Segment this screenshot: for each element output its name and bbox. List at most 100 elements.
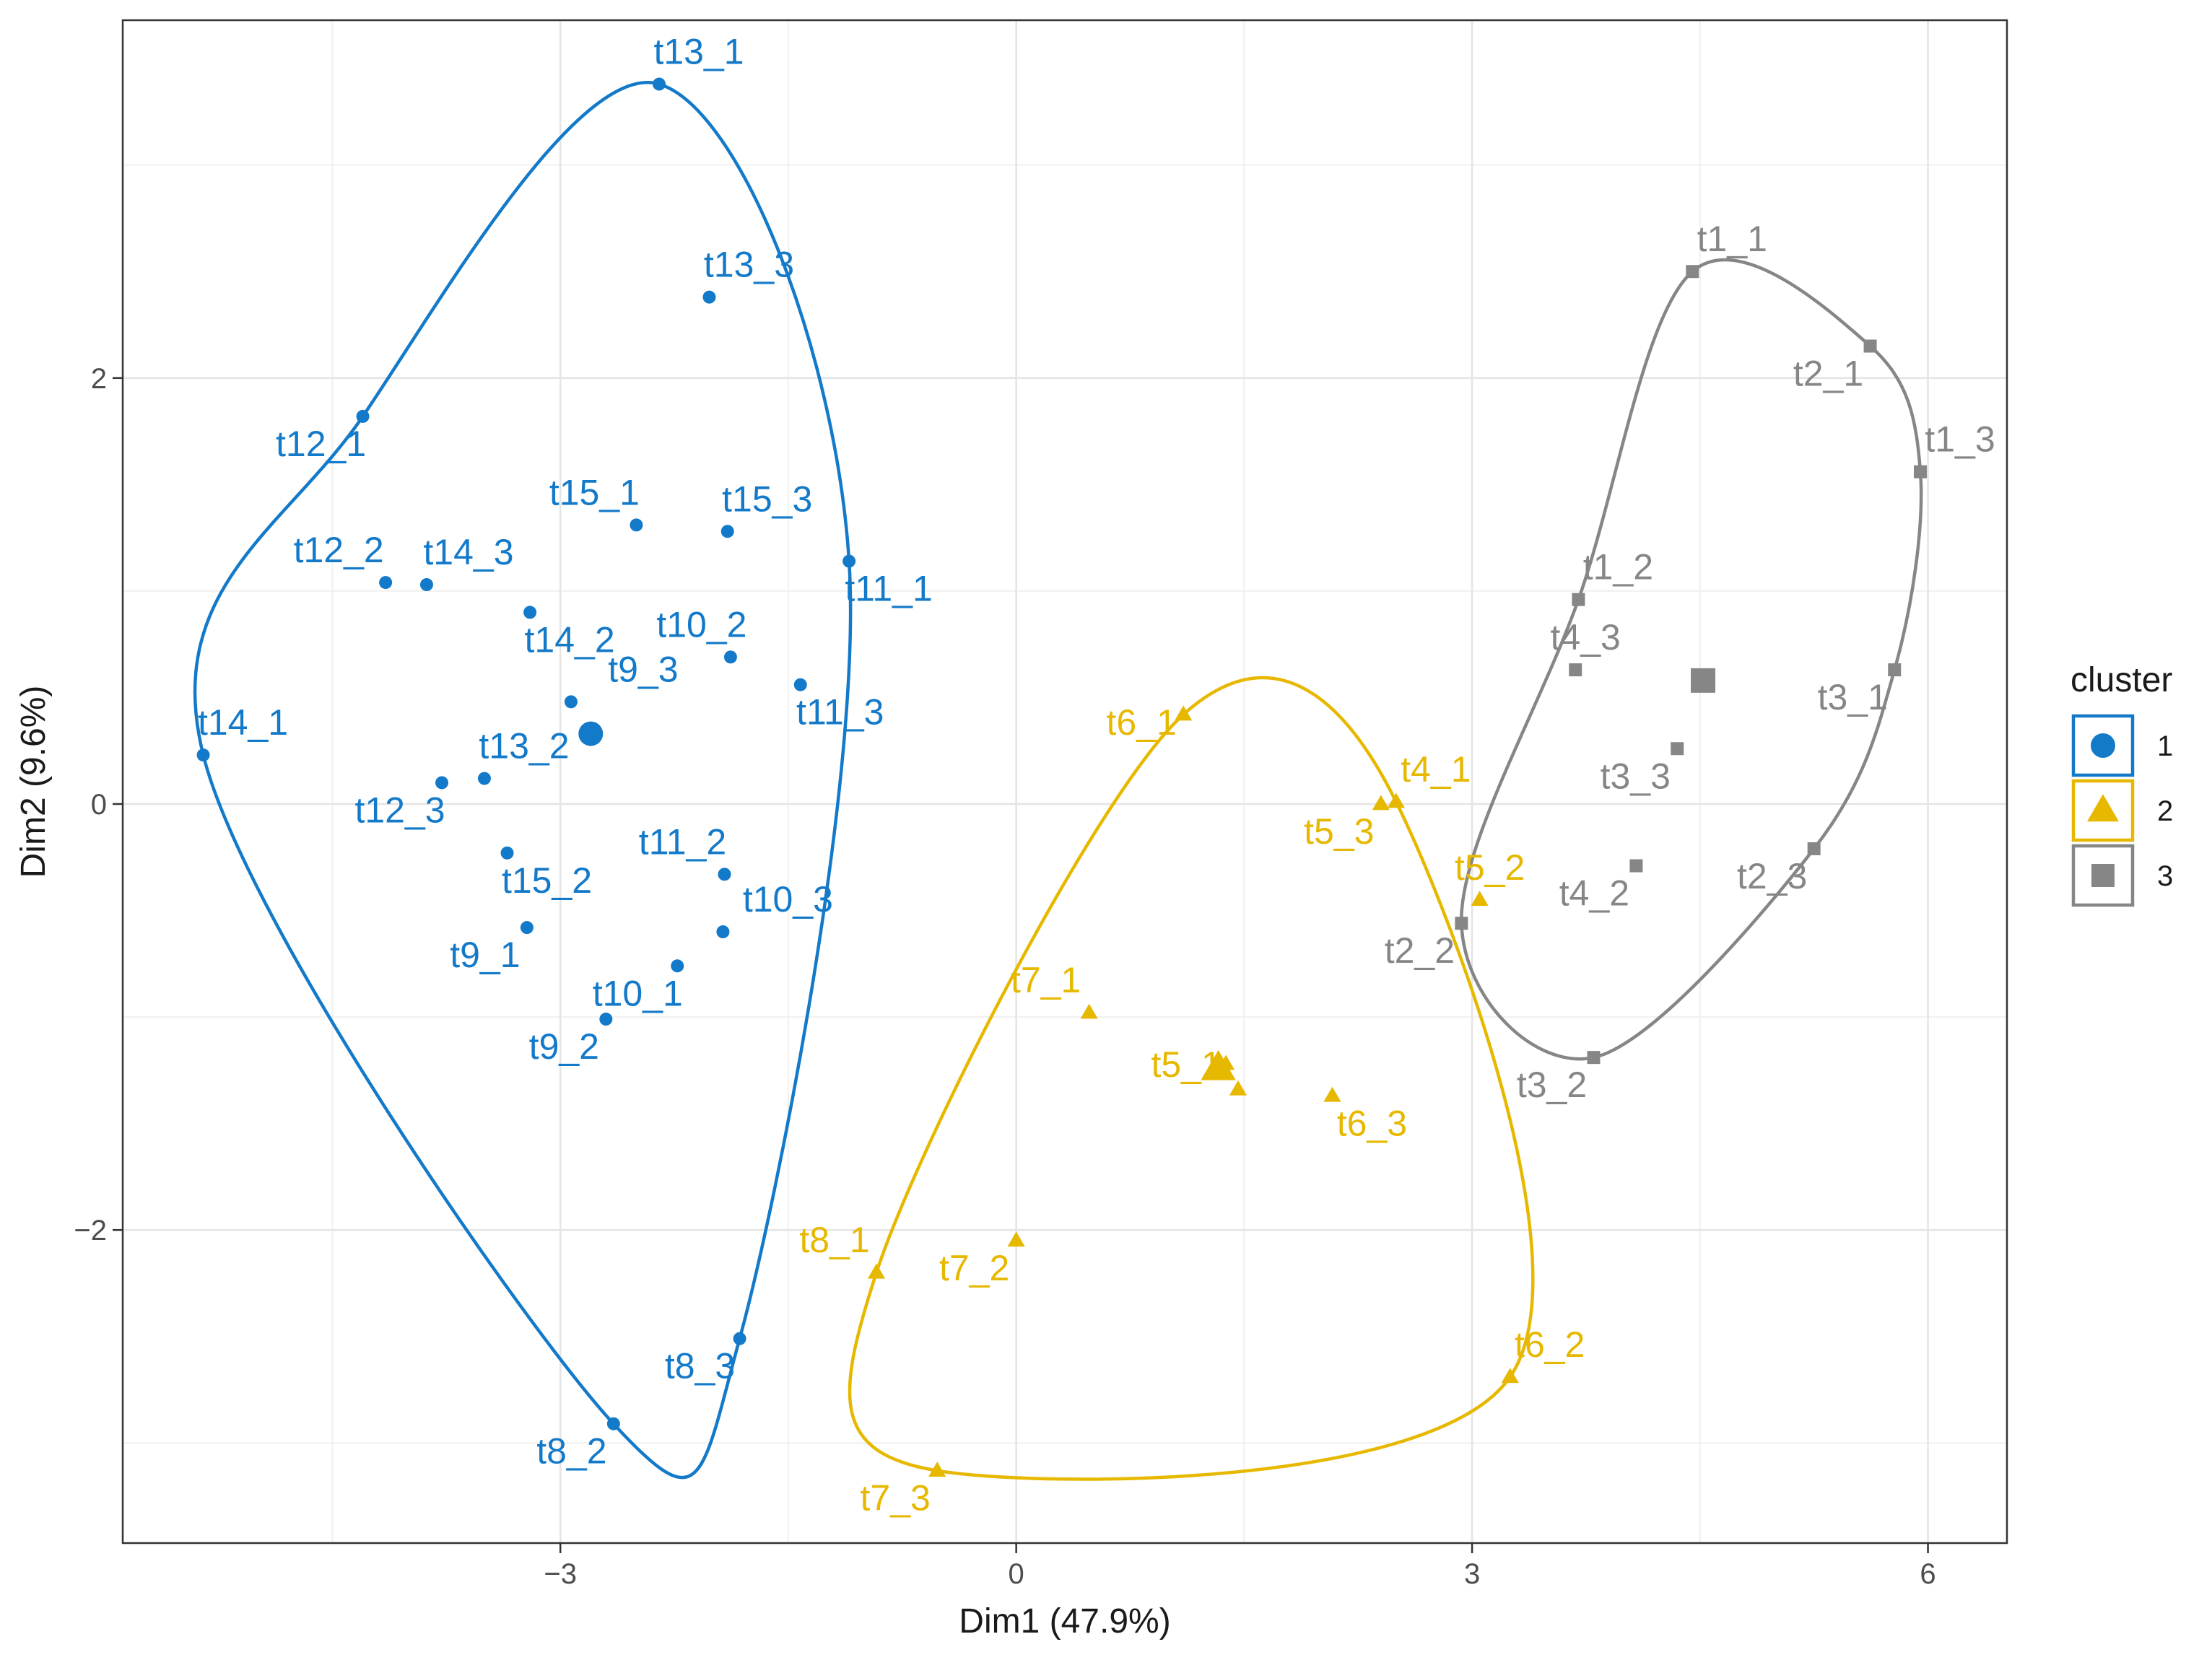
data-point	[1629, 859, 1643, 873]
data-point	[606, 1417, 620, 1430]
point-label: t15_2	[502, 860, 592, 901]
point-label: t13_1	[653, 32, 744, 72]
data-point	[520, 921, 534, 935]
point-label: t7_1	[1011, 960, 1081, 1000]
point-label: t3_1	[1818, 677, 1888, 717]
data-point	[1572, 593, 1585, 606]
data-point	[1863, 339, 1877, 353]
legend-marker-2	[2087, 794, 2119, 822]
point-label: t14_1	[198, 702, 288, 743]
point-label: t14_2	[525, 619, 615, 660]
y-axis-title: Dim2 (9.6%)	[14, 686, 53, 878]
cluster-3-centroid	[1691, 668, 1716, 693]
data-point	[630, 518, 643, 532]
data-point	[1387, 792, 1405, 808]
legend-key-1	[2071, 714, 2135, 777]
data-point	[500, 846, 514, 860]
cluster-1-centroid	[578, 721, 604, 746]
point-label: t3_3	[1601, 756, 1671, 796]
data-points	[196, 77, 1928, 1477]
panel-border	[121, 19, 2008, 1545]
data-point	[1229, 1080, 1247, 1096]
point-label: t4_3	[1551, 617, 1621, 658]
legend-marker-1	[2091, 733, 2115, 758]
point-label: t7_2	[939, 1248, 1009, 1288]
point-label: t8_2	[536, 1431, 606, 1472]
point-label: t10_2	[656, 604, 746, 645]
data-point	[1471, 891, 1489, 907]
point-label: t7_3	[861, 1478, 931, 1519]
point-label: t3_2	[1517, 1065, 1587, 1105]
point-label: t4_1	[1401, 749, 1471, 790]
data-point	[1175, 705, 1193, 721]
data-point	[1569, 663, 1582, 677]
legend-key-2	[2071, 779, 2135, 842]
x-tick-label: 0	[1009, 1558, 1024, 1590]
point-label: t9_1	[450, 935, 520, 975]
point-label: t9_2	[529, 1026, 599, 1067]
y-tick-label: 0	[91, 789, 107, 821]
data-point	[653, 77, 666, 91]
point-label: t10_1	[593, 973, 683, 1013]
data-point	[356, 409, 370, 423]
point-label: t8_3	[665, 1346, 735, 1386]
point-label: t2_1	[1793, 354, 1863, 394]
point-label: t5_3	[1304, 811, 1374, 852]
point-label: t6_3	[1337, 1103, 1407, 1143]
y-tick-label: −2	[74, 1215, 107, 1246]
data-point	[523, 606, 537, 619]
data-point	[793, 678, 807, 691]
point-label: t5_1	[1151, 1044, 1221, 1085]
point-label: t2_3	[1737, 856, 1807, 896]
legend-label-1: 1	[2157, 730, 2173, 762]
point-label: t15_1	[549, 472, 640, 512]
data-point	[716, 925, 730, 939]
data-point	[1671, 742, 1684, 756]
data-point	[1080, 1003, 1098, 1019]
data-point	[1455, 917, 1468, 930]
data-point	[720, 525, 734, 538]
data-point	[718, 868, 731, 881]
point-label: t12_2	[294, 530, 384, 570]
data-point	[867, 1263, 886, 1279]
data-point	[196, 748, 210, 762]
data-point	[1501, 1368, 1519, 1384]
point-label: t12_1	[276, 424, 366, 464]
x-tick-label: 3	[1464, 1558, 1480, 1590]
cluster-1-ellipse	[193, 81, 853, 1480]
legend-label-3: 3	[2157, 860, 2173, 892]
data-point	[477, 772, 491, 785]
point-label: t13_3	[704, 245, 794, 285]
x-tick-label: −3	[544, 1558, 577, 1590]
point-label: t1_3	[1925, 419, 1995, 460]
point-label: t2_2	[1385, 930, 1455, 971]
x-tick-label: 6	[1920, 1558, 1936, 1590]
data-point	[928, 1462, 946, 1477]
data-point	[671, 959, 684, 973]
point-label: t10_3	[743, 879, 833, 919]
point-label: t11_1	[845, 569, 932, 609]
legend-label-2: 2	[2157, 795, 2173, 827]
point-labels: t13_1 t13_3 t12_1 t15_1 t15_3 t11_1 t12_2 t14_3…	[198, 32, 1995, 1519]
point-label: t11_3	[796, 692, 884, 733]
data-point	[702, 290, 716, 304]
data-point	[599, 1013, 613, 1026]
data-point	[723, 650, 737, 664]
cluster-2-centroid	[1201, 1049, 1236, 1080]
point-label: t15_3	[722, 479, 812, 519]
data-point	[1372, 795, 1390, 811]
data-point	[1686, 265, 1699, 279]
point-label: t14_3	[423, 532, 513, 572]
data-point	[1587, 1051, 1601, 1065]
point-label: t1_2	[1583, 547, 1653, 587]
legend-marker-3	[2091, 864, 2115, 887]
legend-title: cluster	[2071, 661, 2172, 699]
x-axis-title: Dim1 (47.9%)	[959, 1602, 1170, 1641]
legend: cluster 1 2 3	[2071, 661, 2173, 907]
point-label: t9_3	[608, 649, 678, 689]
data-point	[564, 695, 578, 709]
point-label: t11_2	[639, 821, 726, 862]
data-point	[1807, 842, 1821, 855]
point-label: t5_2	[1455, 847, 1525, 888]
